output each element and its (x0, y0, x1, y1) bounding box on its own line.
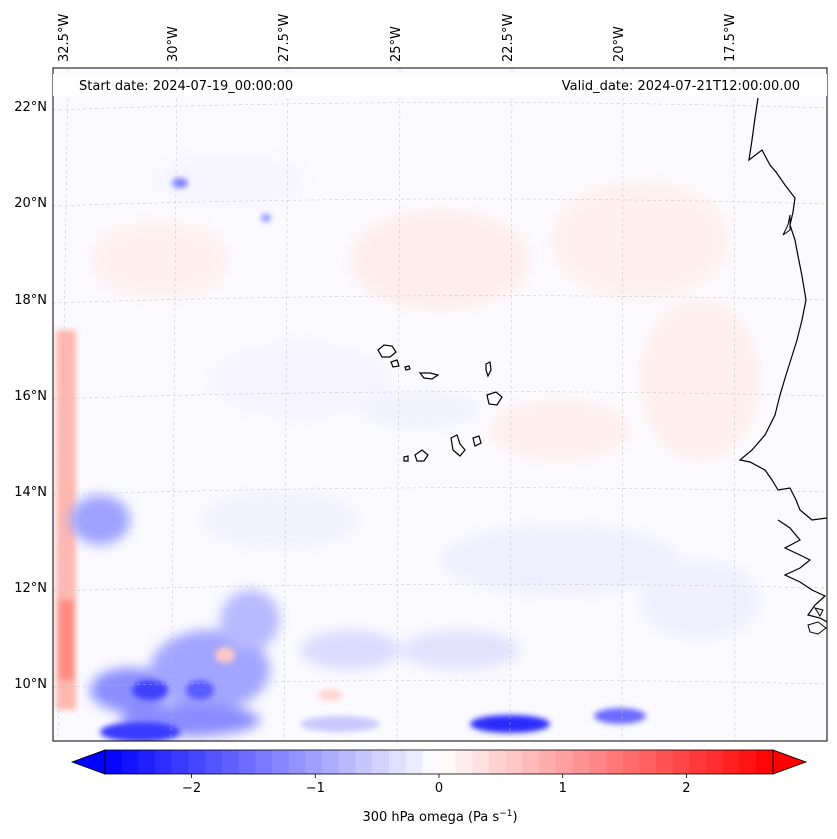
island-maio (472, 435, 482, 447)
colorbar-cell (238, 750, 256, 774)
coastline (777, 519, 827, 623)
island-sal (485, 361, 492, 378)
latitude-labels: 22°N 20°N 18°N 16°N 14°N 12°N 10°N (14, 100, 47, 692)
colorbar-cell (305, 750, 323, 774)
cape-verde-islands (377, 344, 503, 462)
island-brava (403, 455, 409, 462)
colorbar-cell (372, 750, 390, 774)
island-sao-nicolau (418, 372, 440, 380)
valid-date-label: Valid_date: 2024-07-21T12:00:00.00 (562, 79, 800, 94)
lon-label: 30°W (166, 26, 181, 62)
lat-label: 16°N (14, 389, 47, 404)
colorbar-cell (455, 750, 473, 774)
colorbar-title-main: 300 hPa omega (Pa s (362, 810, 499, 825)
colorbar-cell (505, 750, 524, 774)
lon-label: 32.5°W (57, 14, 72, 62)
colorbar-cell (722, 750, 741, 774)
gridlines (53, 68, 827, 741)
lon-label: 27.5°W (277, 14, 292, 62)
colorbar-cell (606, 750, 624, 774)
island-santo-antao (377, 344, 397, 358)
lat-label: 14°N (14, 485, 47, 500)
island-boa-vista (486, 391, 503, 406)
colorbar-cell (272, 750, 290, 774)
island-sao-vicente (390, 359, 400, 368)
colorbar-cell (388, 750, 407, 774)
colorbar-cell (656, 750, 674, 774)
omega-field (56, 150, 760, 741)
colorbar-extend-max (772, 749, 808, 775)
colorbar-cell (672, 750, 691, 774)
longitude-labels: 32.5°W 30°W 27.5°W 25°W 22.5°W 20°W 17.5… (57, 14, 738, 62)
colorbar-tick-label: −1 (306, 781, 325, 796)
colorbar-cell (489, 750, 507, 774)
colorbar-extend-min (70, 749, 106, 775)
colorbar: −2 −1 0 1 2 300 hPa omega (Pa s−1) (70, 749, 808, 825)
colorbar-cell (155, 750, 173, 774)
colorbar-cell (622, 750, 640, 774)
colorbar-cell (756, 750, 774, 774)
colorbar-tick-label: −2 (182, 781, 201, 796)
colorbar-cell (322, 750, 340, 774)
lon-label: 22.5°W (501, 14, 516, 62)
colorbar-cell (355, 750, 373, 774)
lon-label: 25°W (389, 26, 404, 62)
lon-label: 17.5°W (723, 14, 738, 62)
lat-label: 20°N (14, 196, 47, 211)
colorbar-cell (288, 750, 306, 774)
colorbar-ticks: −2 −1 0 1 2 (182, 774, 691, 796)
island-fogo (414, 449, 429, 462)
colorbar-cell (539, 750, 557, 774)
colorbar-cell (572, 750, 590, 774)
colorbar-cell (255, 750, 273, 774)
colorbar-cell (706, 750, 724, 774)
lat-label: 10°N (14, 677, 47, 692)
island-santiago (450, 434, 466, 457)
colorbar-cell (405, 750, 423, 774)
colorbar-cell (522, 750, 540, 774)
colorbar-title-sup: −1 (499, 809, 512, 819)
coastline (738, 97, 827, 521)
colorbar-tick-label: 2 (682, 781, 690, 796)
info-banner (53, 74, 827, 96)
colorbar-cell (138, 750, 156, 774)
colorbar-cells (105, 750, 774, 774)
island-santa-luzia (404, 365, 411, 371)
colorbar-cell (105, 750, 123, 774)
colorbar-cell (439, 750, 457, 774)
coastline (813, 607, 824, 618)
lat-label: 18°N (14, 293, 47, 308)
lat-label: 22°N (14, 100, 47, 115)
map-frame (52, 67, 828, 742)
lat-label: 12°N (14, 581, 47, 596)
colorbar-cell (472, 750, 490, 774)
colorbar-cell (739, 750, 757, 774)
lon-label: 20°W (612, 26, 627, 62)
colorbar-cell (555, 750, 574, 774)
map-panel (53, 68, 827, 741)
colorbar-tick-label: 1 (559, 781, 567, 796)
colorbar-cell (188, 750, 206, 774)
start-date-label: Start date: 2024-07-19_00:00:00 (79, 79, 293, 94)
colorbar-cell (121, 750, 139, 774)
colorbar-cell (422, 750, 440, 774)
colorbar-title-tail: ) (512, 810, 517, 825)
colorbar-cell (171, 750, 190, 774)
coastline (782, 214, 791, 236)
colorbar-cell (589, 750, 607, 774)
colorbar-cell (639, 750, 657, 774)
coastline (807, 621, 827, 635)
colorbar-title: 300 hPa omega (Pa s−1) (362, 809, 517, 825)
colorbar-cell (338, 750, 357, 774)
colorbar-cell (205, 750, 223, 774)
colorbar-cell (221, 750, 240, 774)
colorbar-tick-label: 0 (435, 781, 443, 796)
colorbar-cell (689, 750, 707, 774)
